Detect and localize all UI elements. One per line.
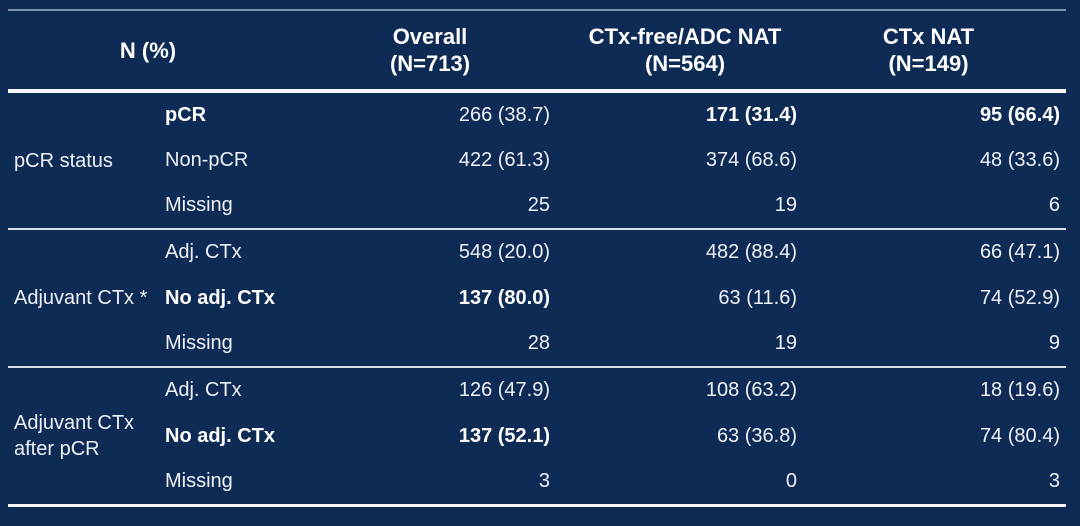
table-row-after-pcr-missing: Missing 3 0 3 [8, 459, 1066, 505]
table-row-no-adj-ctx-after-pcr: No adj. CTx 137 (52.1) 63 (36.8) 74 (80.… [8, 413, 1066, 459]
value-overall-no-adj-ctx: 137 (80.0) [458, 286, 550, 309]
value-ctxfree-missing: 19 [774, 194, 797, 216]
value-ctxnat-non-pcr: 48 (33.6) [979, 148, 1060, 171]
header-ctx-free-adc-nat: CTx-free/ADC NAT (N=564) [550, 10, 797, 91]
value-ctxnat-adj-ctx: 66 (47.1) [979, 241, 1060, 263]
header-overall: Overall (N=713) [350, 10, 550, 91]
group-pcr-status: pCR status pCR 266 (38.7) 171 (31.4) 95 … [8, 91, 1066, 229]
row-label-non-pcr: Non-pCR [165, 148, 249, 171]
value-ctxnat-missing: 9 [1048, 332, 1060, 354]
table-row-pcr-missing: Missing 25 19 6 [8, 183, 1066, 229]
table-row-adj-ctx: Adjuvant CTx * Adj. CTx 548 (20.0) 482 (… [8, 229, 1066, 309]
value-ctxnat-no-adj-ctx: 74 (52.9) [979, 286, 1060, 309]
value-ctxnat-missing: 3 [1048, 469, 1060, 492]
value-ctxfree-adj-ctx-pcr: 108 (63.2) [705, 379, 797, 401]
value-ctxfree-missing: 0 [785, 469, 797, 492]
value-ctxfree-no-adj-ctx: 63 (11.6) [718, 286, 797, 309]
value-ctxfree-adj-ctx: 482 (88.4) [705, 241, 797, 263]
value-ctxnat-missing: 6 [1048, 194, 1060, 216]
group-label-pcr-status: pCR status [14, 149, 113, 172]
group-adjuvant-ctx: Adjuvant CTx * Adj. CTx 548 (20.0) 482 (… [8, 229, 1066, 367]
value-overall-adj-ctx-pcr: 126 (47.9) [458, 379, 550, 401]
value-overall-adj-ctx: 548 (20.0) [458, 241, 550, 263]
row-label-missing: Missing [165, 469, 233, 492]
header-ctx-nat: CTx NAT (N=149) [797, 10, 1066, 91]
header-ctx-free-line1: CTx-free/ADC NAT [588, 24, 782, 49]
table-row-non-pcr: Non-pCR 422 (61.3) 374 (68.6) 48 (33.6) [8, 137, 1066, 183]
value-overall-pcr: 266 (38.7) [458, 103, 550, 126]
value-overall-missing: 25 [527, 194, 550, 216]
table-row-pcr: pCR status pCR 266 (38.7) 171 (31.4) 95 … [8, 91, 1066, 172]
value-ctxfree-non-pcr: 374 (68.6) [705, 148, 797, 171]
header-n-percent: N (%) [119, 37, 177, 63]
value-overall-non-pcr: 422 (61.3) [458, 148, 550, 171]
header-ctx-nat-line1: CTx NAT [882, 24, 975, 49]
table-row-no-adj-ctx: No adj. CTx 137 (80.0) 63 (11.6) 74 (52.… [8, 275, 1066, 321]
row-label-no-adj-ctx: No adj. CTx [165, 424, 276, 447]
header-row: N (%) Overall (N=713) CTx-free/ADC NAT (… [8, 10, 1066, 91]
value-ctxfree-no-adj-ctx-pcr: 63 (36.8) [716, 424, 797, 447]
group-label-adjuvant-ctx: Adjuvant CTx * [14, 287, 148, 309]
row-label-adj-ctx: Adj. CTx [165, 241, 242, 263]
row-label-adj-ctx: Adj. CTx [165, 379, 242, 401]
row-label-missing: Missing [165, 194, 233, 216]
value-overall-no-adj-ctx-pcr: 137 (52.1) [458, 424, 550, 447]
row-label-pcr: pCR [165, 103, 207, 126]
value-ctxfree-pcr: 171 (31.4) [705, 103, 797, 126]
value-overall-missing: 3 [538, 469, 550, 492]
value-overall-missing: 28 [527, 332, 550, 354]
value-ctxnat-no-adj-ctx-pcr: 74 (80.4) [979, 424, 1060, 447]
results-table: N (%) Overall (N=713) CTx-free/ADC NAT (… [8, 9, 1066, 507]
row-label-no-adj-ctx: No adj. CTx [165, 286, 276, 309]
header-ctx-free-line2: (N=564) [644, 51, 726, 76]
value-ctxnat-pcr: 95 (66.4) [979, 103, 1060, 126]
header-overall-line2: (N=713) [389, 51, 471, 76]
row-label-missing: Missing [165, 332, 233, 354]
value-ctxfree-missing: 19 [774, 332, 797, 354]
group-adjuvant-ctx-after-pcr: Adjuvant CTx after pCR Adj. CTx 126 (47.… [8, 367, 1066, 505]
header-ctx-nat-line2: (N=149) [888, 51, 969, 76]
value-ctxnat-adj-ctx-pcr: 18 (19.6) [979, 379, 1060, 401]
table-row-adj-missing: Missing 28 19 9 [8, 321, 1066, 367]
header-overall-line1: Overall [392, 24, 468, 49]
table-header: N (%) Overall (N=713) CTx-free/ADC NAT (… [8, 10, 1066, 91]
table-row-adj-ctx-after-pcr: Adjuvant CTx after pCR Adj. CTx 126 (47.… [8, 367, 1066, 460]
group-label-adjuvant-ctx-after-pcr: Adjuvant CTx after pCR [14, 411, 135, 460]
